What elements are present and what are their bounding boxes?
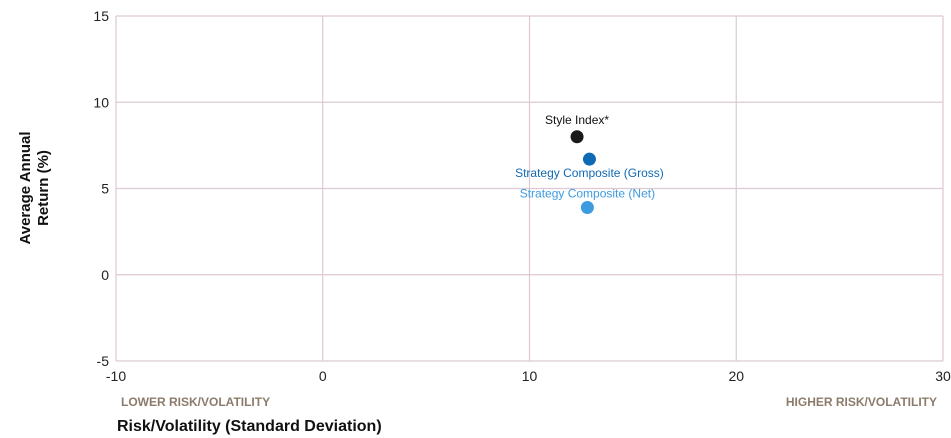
point-layer	[570, 130, 596, 214]
x-axis-title: Risk/Volatility (Standard Deviation)	[117, 418, 382, 435]
y-tick-label: 5	[101, 181, 109, 197]
data-point	[580, 200, 594, 214]
y-tick-label: 15	[93, 8, 109, 24]
point-label: Style Index*	[545, 113, 609, 127]
x-tick-label: -10	[106, 368, 126, 384]
y-tick-label: 0	[101, 267, 109, 283]
x-tick-label: 0	[319, 368, 327, 384]
data-point	[582, 152, 596, 166]
lower-risk-label: LOWER RISK/VOLATILITY	[121, 395, 270, 409]
x-tick-label: 30	[935, 368, 951, 384]
y-tick-label: 10	[93, 94, 109, 110]
x-tick-label: 10	[522, 368, 538, 384]
data-point	[570, 130, 584, 144]
x-tick-label: 20	[728, 368, 744, 384]
y-axis-title-line-1: Average Annual	[17, 131, 34, 244]
point-label: Strategy Composite (Net)	[520, 186, 655, 200]
point-label: Strategy Composite (Gross)	[515, 166, 664, 180]
y-tick-label: -5	[97, 353, 110, 369]
y-axis-title-line-2: Return (%)	[35, 150, 52, 226]
higher-risk-label: HIGHER RISK/VOLATILITY	[786, 395, 937, 409]
grid-layer	[115, 15, 944, 362]
point-label-layer: Style Index* Strategy Composite (Gross) St…	[515, 113, 664, 201]
tick-label-layer: -10 0 10 20 30 -5 0 5 10 15	[93, 8, 951, 384]
y-axis-title: Average Annual Return (%)	[17, 131, 52, 244]
